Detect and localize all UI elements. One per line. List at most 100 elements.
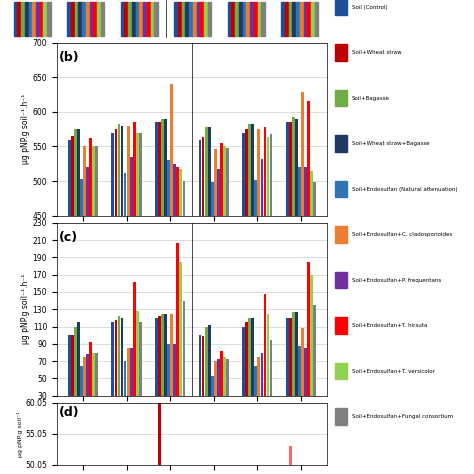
Bar bbox=[158, 316, 161, 396]
Bar bbox=[307, 2, 311, 36]
Bar bbox=[133, 122, 136, 216]
Bar bbox=[304, 167, 307, 216]
Bar bbox=[83, 146, 86, 216]
Bar bbox=[220, 351, 223, 396]
Bar bbox=[136, 311, 139, 396]
Bar bbox=[111, 322, 114, 396]
Bar bbox=[335, 317, 347, 334]
Bar bbox=[77, 129, 80, 216]
Bar bbox=[28, 2, 32, 36]
Bar bbox=[201, 336, 204, 396]
Text: Soil+Endosulfan+Fungal consortium: Soil+Endosulfan+Fungal consortium bbox=[352, 414, 453, 419]
Bar bbox=[199, 139, 201, 216]
Bar bbox=[74, 2, 78, 36]
Bar bbox=[335, 226, 347, 243]
Bar bbox=[173, 164, 176, 216]
Text: At 50ppm: At 50ppm bbox=[228, 57, 265, 66]
Bar bbox=[250, 2, 254, 36]
Bar bbox=[147, 2, 150, 36]
Bar bbox=[93, 2, 97, 36]
Bar bbox=[310, 275, 313, 396]
Bar bbox=[245, 129, 248, 216]
Bar bbox=[68, 335, 71, 396]
Bar bbox=[335, 408, 347, 425]
Bar bbox=[92, 146, 95, 216]
Bar bbox=[71, 335, 74, 396]
Bar bbox=[286, 122, 289, 216]
Bar bbox=[92, 353, 95, 396]
Bar bbox=[257, 2, 261, 36]
Bar bbox=[136, 133, 139, 216]
Bar bbox=[313, 182, 316, 216]
Y-axis label: µg pNP.g soil⁻¹.h⁻¹: µg pNP.g soil⁻¹.h⁻¹ bbox=[21, 94, 30, 164]
Text: At 25ppm: At 25ppm bbox=[67, 57, 104, 66]
Text: At 25ppm: At 25ppm bbox=[108, 420, 146, 429]
Bar bbox=[21, 2, 25, 36]
Bar bbox=[301, 328, 304, 396]
Bar bbox=[304, 348, 307, 396]
Bar bbox=[313, 305, 316, 396]
Bar bbox=[261, 353, 264, 396]
Bar bbox=[335, 135, 347, 152]
Bar bbox=[243, 2, 246, 36]
Text: (b): (b) bbox=[59, 51, 80, 64]
Bar bbox=[71, 2, 74, 36]
Bar bbox=[193, 2, 196, 36]
Bar bbox=[40, 2, 43, 36]
Text: Soil+Endosulfan+T. versicolor: Soil+Endosulfan+T. versicolor bbox=[352, 369, 435, 374]
Bar bbox=[77, 322, 80, 396]
Bar bbox=[68, 139, 71, 216]
Bar bbox=[97, 2, 100, 36]
Bar bbox=[170, 84, 173, 216]
Bar bbox=[214, 361, 217, 396]
Bar bbox=[298, 346, 301, 396]
Bar bbox=[164, 314, 167, 396]
Bar bbox=[204, 2, 208, 36]
Bar bbox=[167, 160, 170, 216]
Bar bbox=[270, 339, 273, 396]
Bar bbox=[255, 180, 257, 216]
Bar bbox=[139, 322, 142, 396]
Bar bbox=[139, 133, 142, 216]
Bar bbox=[285, 2, 288, 36]
Bar bbox=[217, 359, 220, 396]
Bar bbox=[14, 2, 17, 36]
Text: Soil+Bagasse: Soil+Bagasse bbox=[352, 96, 390, 100]
Bar bbox=[155, 122, 158, 216]
Bar bbox=[44, 2, 47, 36]
Bar bbox=[82, 2, 85, 36]
Bar bbox=[335, 181, 347, 197]
Bar bbox=[101, 2, 104, 36]
Bar bbox=[205, 127, 208, 216]
Bar bbox=[74, 327, 77, 396]
Bar bbox=[17, 2, 21, 36]
Bar bbox=[176, 243, 179, 396]
Bar bbox=[86, 2, 89, 36]
Bar bbox=[315, 2, 318, 36]
Text: Soil+Wheat straw: Soil+Wheat straw bbox=[352, 50, 401, 55]
Text: Soil+Endosulfan+C. cladosporioides: Soil+Endosulfan+C. cladosporioides bbox=[352, 232, 452, 237]
Bar bbox=[124, 2, 128, 36]
Bar bbox=[295, 312, 298, 396]
Bar bbox=[118, 316, 120, 396]
Bar bbox=[120, 2, 124, 36]
Bar bbox=[242, 133, 245, 216]
Bar bbox=[71, 136, 74, 216]
Text: Soil+Endosulfan+T. hirsuta: Soil+Endosulfan+T. hirsuta bbox=[352, 323, 427, 328]
Bar bbox=[199, 335, 201, 396]
Bar bbox=[307, 262, 310, 396]
Bar bbox=[136, 2, 139, 36]
Bar bbox=[254, 2, 257, 36]
Bar bbox=[127, 348, 129, 396]
Bar bbox=[311, 2, 315, 36]
Bar bbox=[158, 122, 161, 216]
Bar bbox=[158, 403, 161, 465]
Bar bbox=[214, 148, 217, 216]
Bar bbox=[245, 322, 248, 396]
Bar bbox=[264, 294, 266, 396]
Bar bbox=[281, 2, 284, 36]
Bar bbox=[211, 182, 214, 216]
Bar bbox=[255, 365, 257, 396]
Bar bbox=[251, 318, 254, 396]
Bar bbox=[36, 2, 39, 36]
